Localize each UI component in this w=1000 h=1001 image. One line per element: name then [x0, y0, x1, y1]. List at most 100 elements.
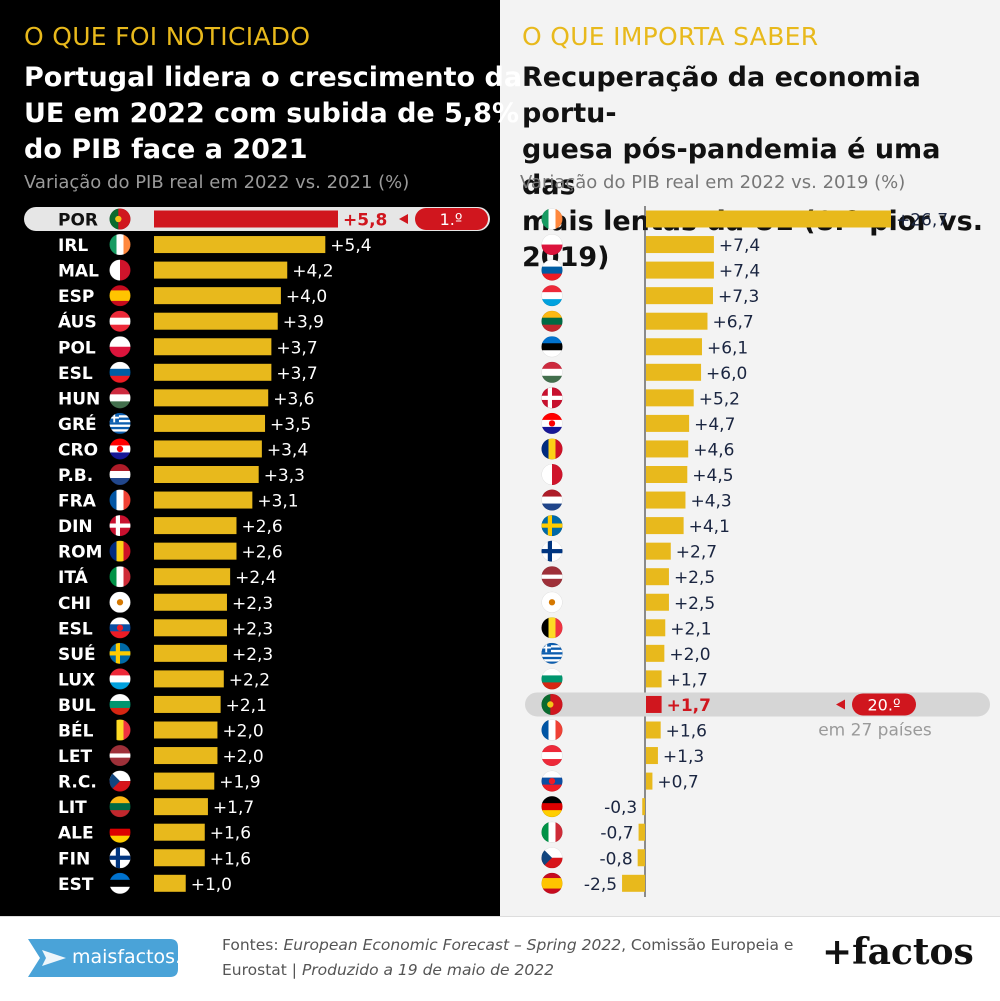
croatia-flag-icon	[109, 438, 131, 460]
value-label: +2,5	[674, 594, 715, 614]
luxembourg-flag-icon	[109, 668, 131, 690]
right-subtitle: Variação do PIB real em 2022 vs. 2019 (%…	[520, 172, 906, 193]
value-label: +2,3	[232, 645, 273, 665]
category-label: IRL	[58, 236, 88, 256]
bar	[154, 644, 227, 662]
spain-flag-icon	[541, 872, 563, 894]
bar	[154, 798, 208, 816]
bar	[646, 542, 671, 560]
poland-flag-icon	[541, 234, 563, 256]
site-badge[interactable]: maisfactos.pt	[22, 937, 201, 977]
category-label: R.C.	[58, 773, 97, 793]
source-title: European Economic Forecast – Spring 2022	[283, 936, 622, 954]
bar	[646, 414, 690, 432]
belgium-flag-icon	[541, 617, 563, 639]
value-label: +5,8	[343, 211, 387, 231]
category-label: ROM	[58, 543, 102, 563]
cyprus-flag-icon	[541, 591, 563, 613]
value-label: +26,7	[896, 211, 948, 231]
value-label: +3,6	[273, 389, 314, 409]
bar	[646, 261, 714, 279]
value-label: +2,4	[235, 568, 276, 588]
slovenia-flag-icon	[109, 361, 131, 383]
category-label: ÁUS	[58, 311, 97, 333]
bar	[154, 261, 288, 279]
bar	[646, 338, 702, 356]
bar	[154, 619, 227, 637]
value-label: +5,4	[330, 236, 371, 256]
value-label: +6,7	[712, 313, 753, 333]
source-rest: , Comissão Europeia e	[621, 936, 794, 954]
value-label: +1,6	[210, 849, 251, 869]
bar	[154, 491, 253, 509]
category-label: POL	[58, 338, 96, 358]
finland-flag-icon	[541, 540, 563, 562]
bar	[646, 568, 669, 586]
left-subtitle: Variação do PIB real em 2022 vs. 2021 (%…	[24, 172, 410, 193]
category-label: FRA	[58, 492, 97, 512]
finland-flag-icon	[109, 847, 131, 869]
luxembourg-flag-icon	[541, 285, 563, 307]
bar	[646, 670, 662, 688]
latvia-flag-icon	[109, 745, 131, 767]
bar	[646, 593, 669, 611]
latvia-flag-icon	[541, 566, 563, 588]
lithuania-flag-icon	[541, 310, 563, 332]
left-headline-line: do PIB face a 2021	[24, 134, 308, 165]
category-label: LUX	[58, 670, 95, 690]
right-panel	[500, 0, 1000, 916]
bulgaria-flag-icon	[541, 668, 563, 690]
value-label: +6,0	[706, 364, 747, 384]
category-label: CHI	[58, 594, 91, 614]
bar	[154, 338, 272, 356]
greece-flag-icon	[109, 412, 131, 434]
right-kicker: O QUE IMPORTA SABER	[522, 22, 819, 51]
category-label: EST	[58, 875, 94, 895]
portugal-flag-icon	[109, 208, 131, 230]
left-kicker: O QUE FOI NOTICIADO	[24, 22, 311, 51]
value-label: +2,3	[232, 594, 273, 614]
category-label: FIN	[58, 849, 90, 869]
value-label: +3,7	[276, 338, 317, 358]
bar	[646, 517, 684, 535]
category-label: HUN	[58, 389, 100, 409]
right-headline: Recuperação da economia portu- guesa pós…	[522, 60, 1000, 276]
slovakia-flag-icon	[541, 770, 563, 792]
denmark-flag-icon	[541, 387, 563, 409]
bulgaria-flag-icon	[109, 693, 131, 715]
category-label: LIT	[58, 798, 87, 818]
value-label: +1,3	[663, 747, 704, 767]
spain-flag-icon	[109, 285, 131, 307]
pointer-icon	[836, 699, 845, 710]
netherlands-flag-icon	[109, 464, 131, 485]
bar	[638, 823, 645, 841]
bar	[154, 593, 227, 611]
value-label: +2,2	[229, 670, 270, 690]
portugal-flag-icon	[541, 693, 563, 715]
right-headline-line: guesa pós-pandemia é uma das	[522, 134, 941, 201]
bar	[154, 517, 237, 535]
bar	[154, 440, 262, 458]
austria-flag-icon	[109, 310, 131, 332]
value-label: +2,0	[669, 645, 710, 665]
value-label: +2,1	[670, 619, 711, 639]
value-label: +4,1	[689, 517, 730, 537]
ireland-flag-icon	[541, 208, 563, 230]
bar	[154, 363, 272, 381]
value-label: +3,9	[283, 313, 324, 333]
czechia-flag-icon	[109, 770, 131, 792]
category-label: ESL	[58, 619, 93, 639]
lithuania-flag-icon	[109, 796, 131, 818]
left-headline-line: UE em 2022 com subida de 5,8%	[24, 98, 519, 129]
slovakia-flag-icon	[109, 617, 131, 639]
value-label: +4,0	[286, 287, 327, 307]
greece-flag-icon	[541, 642, 563, 664]
value-label: +2,7	[676, 543, 717, 563]
value-label: +2,1	[226, 696, 267, 716]
category-label: MAL	[58, 262, 99, 282]
rank-badge	[415, 208, 488, 230]
value-label: +3,3	[264, 466, 305, 486]
bar	[646, 363, 702, 381]
category-label: BÉL	[58, 720, 94, 742]
value-label: +4,7	[694, 415, 735, 435]
